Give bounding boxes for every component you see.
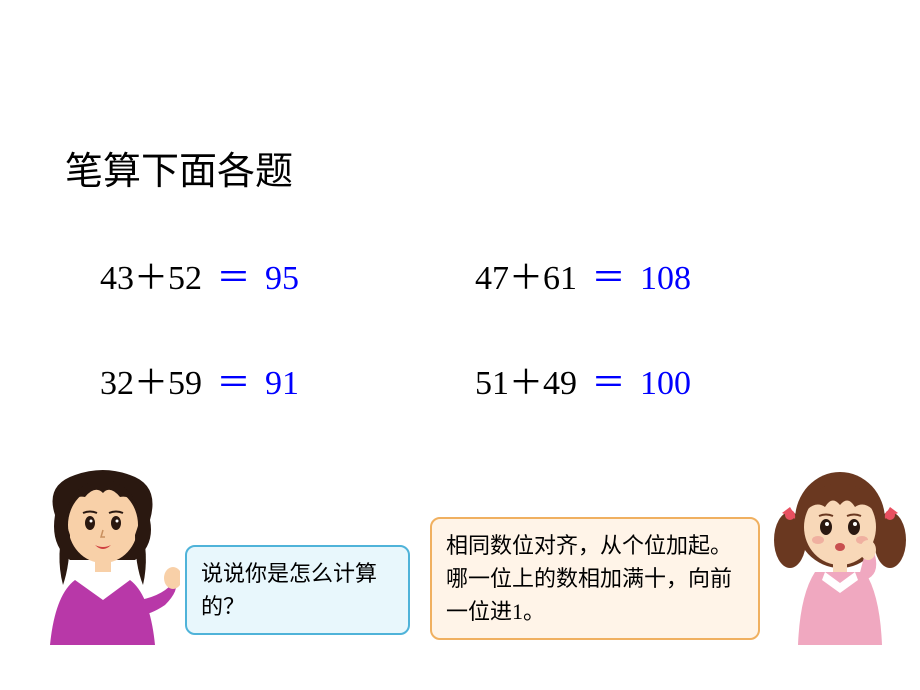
equation-3-expr: 32＋59 [100, 365, 202, 402]
equation-2: 47＋61 ＝ 108 [475, 250, 691, 299]
equation-4-expr: 51＋49 [475, 365, 577, 402]
equation-1: 43＋52 ＝ 95 [100, 250, 299, 299]
equation-3: 32＋59 ＝ 91 [100, 355, 299, 404]
equation-4-eq: ＝ [592, 365, 626, 402]
speech-bubble-left: 说说你是怎么计算的？ [185, 545, 410, 635]
equation-3-ans: 91 [265, 365, 299, 402]
equation-1-ans: 95 [265, 260, 299, 297]
page-title: 笔算下面各题 [65, 140, 293, 195]
equation-2-eq: ＝ [592, 260, 626, 297]
bubble-right-text: 相同数位对齐，从个位加起。哪一位上的数相加满十，向前一位进1。 [446, 533, 732, 624]
equation-3-eq: ＝ [217, 365, 251, 402]
equation-1-expr: 43＋52 [100, 260, 202, 297]
speech-bubble-right: 相同数位对齐，从个位加起。哪一位上的数相加满十，向前一位进1。 [430, 517, 760, 640]
equation-4-ans: 100 [640, 365, 691, 402]
equation-4: 51＋49 ＝ 100 [475, 355, 691, 404]
bubble-left-text: 说说你是怎么计算的？ [201, 561, 377, 619]
teacher-character-icon [25, 465, 180, 645]
equation-1-eq: ＝ [217, 260, 251, 297]
girl-character-icon [770, 465, 910, 645]
equation-2-ans: 108 [640, 260, 691, 297]
equation-2-expr: 47＋61 [475, 260, 577, 297]
